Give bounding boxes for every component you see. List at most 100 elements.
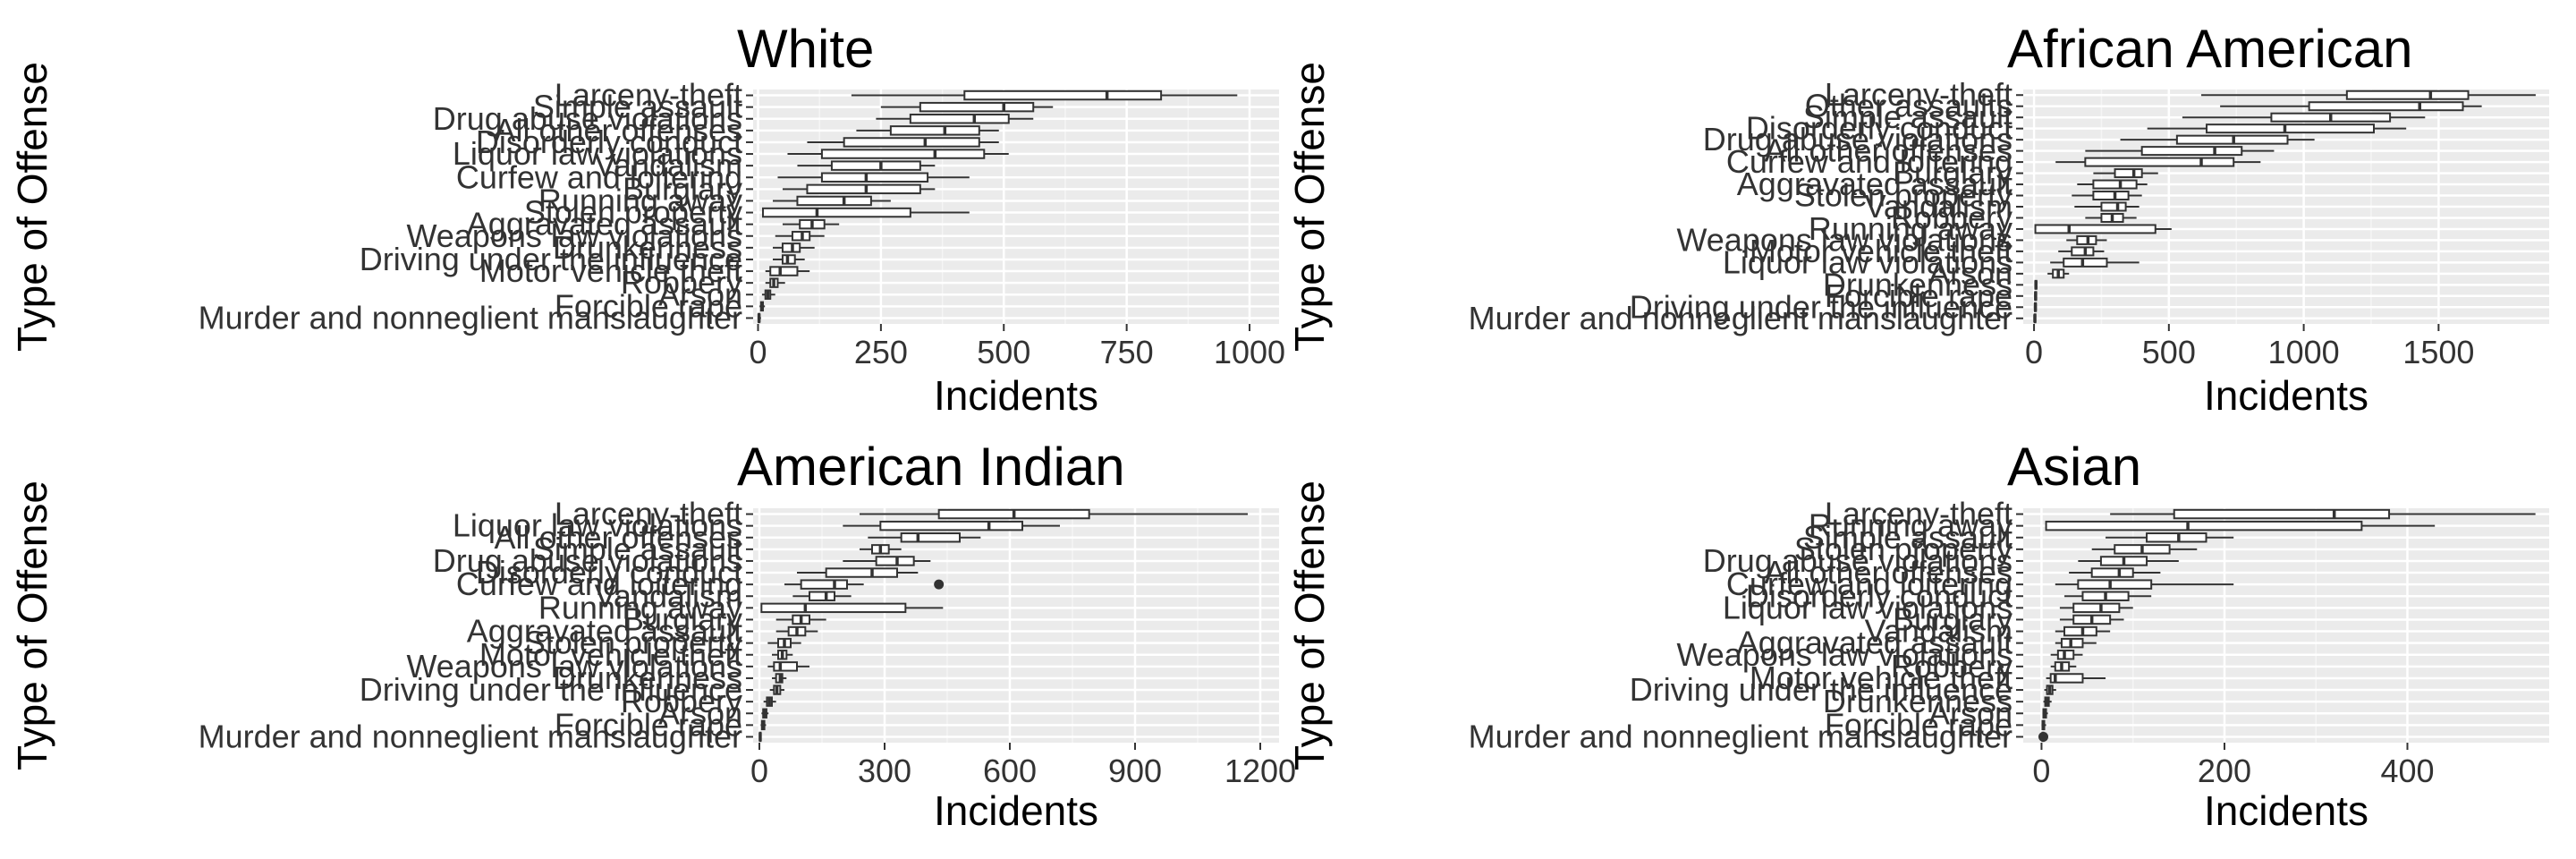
box: [2045, 520, 2363, 532]
box: [2090, 567, 2134, 578]
x-tick-label: 500: [2142, 334, 2196, 370]
y-axis-title: Type of Offense: [9, 62, 55, 352]
y-tick-label: Simple assault: [533, 89, 742, 125]
y-tick-label: Drunkenness: [553, 659, 742, 696]
y-tick-label: Driving under the influence: [1630, 288, 2012, 325]
y-tick-label: Drug abuse violations: [433, 542, 742, 579]
y-tick-label: Disorderly conduct: [476, 123, 742, 160]
box: [875, 556, 915, 566]
y-tick-label: Motor vehicle theft: [1750, 233, 2012, 269]
panel-title: African American: [2007, 19, 2413, 79]
x-axis-title: Incidents: [2204, 787, 2368, 834]
box: [2140, 146, 2243, 157]
y-tick-label: Forcible rape: [1825, 706, 2012, 743]
y-tick-label: Aggravated assault: [467, 206, 742, 242]
y-tick-label: Weapons law violations: [1676, 221, 2012, 258]
box: [2100, 201, 2127, 212]
y-axis-title: Type of Offense: [9, 481, 55, 770]
box: [2092, 179, 2138, 190]
box: [769, 266, 799, 276]
box: [800, 579, 849, 590]
y-tick-label: Murder and nonneglient manslaughter: [1469, 300, 2012, 336]
y-tick-label: All other offenses: [494, 519, 742, 556]
box: [809, 591, 835, 601]
y-tick-label: Murder and nonneglient manslaughter: [199, 718, 742, 754]
y-tick-label: Drunkenness: [1823, 266, 2012, 302]
y-tick-label: Stolen property: [524, 194, 742, 231]
y-tick-label: Vandalism: [595, 147, 742, 183]
y-tick-label: Driving under the influence: [1630, 671, 2012, 708]
box: [2084, 157, 2235, 167]
panel-title: White: [737, 19, 874, 79]
box: [879, 520, 1023, 532]
y-tick-label: Burglary: [1893, 155, 2012, 191]
y-tick-label: Drug abuse violations: [1703, 542, 2012, 579]
box: [2049, 673, 2084, 684]
y-tick-label: Forcible rape: [555, 287, 742, 324]
y-tick-label: Aggravated assault: [467, 613, 742, 650]
y-tick-label: Drunkenness: [553, 229, 742, 266]
y-tick-label: Liquor law violations: [1723, 589, 2012, 625]
y-tick-label: Arson: [658, 276, 742, 312]
x-axis-title: Incidents: [934, 372, 1098, 419]
x-axis-title: Incidents: [934, 787, 1098, 834]
y-tick-label: Stolen property: [1794, 177, 2012, 214]
box: [2308, 101, 2464, 112]
y-tick-label: Disorderly conduct: [1746, 577, 2012, 614]
box: [820, 172, 929, 183]
y-tick-label: Driving under the influence: [360, 671, 742, 708]
x-tick-label: 250: [854, 334, 908, 370]
y-tick-label: All other offenses: [1764, 554, 2012, 591]
y-tick-label: Aggravated assault: [1737, 166, 2012, 202]
box: [2173, 508, 2391, 520]
box: [830, 160, 921, 171]
x-tick-label: 0: [2025, 334, 2043, 370]
y-tick-label: Aggravated assault: [1737, 625, 2012, 661]
box: [900, 532, 962, 543]
outlier-point: [2038, 731, 2048, 742]
y-tick-label: Motor vehicle theft: [479, 636, 742, 673]
y-tick-label: Robbery: [1891, 648, 2012, 685]
box: [2146, 532, 2207, 543]
y-tick-label: Robbery: [1891, 199, 2012, 235]
y-tick-label: Motor vehicle theft: [479, 252, 742, 289]
y-tick-label: Weapons law violations: [406, 217, 742, 254]
y-tick-label: Larceny-theft: [1825, 496, 2012, 532]
y-tick-label: Liquor law violations: [1723, 243, 2012, 280]
x-tick-label: 0: [2032, 753, 2050, 789]
box: [909, 114, 1010, 124]
y-tick-label: Burglary: [623, 600, 742, 637]
x-tick-label: 1500: [2402, 334, 2474, 370]
y-tick-label: Arson: [1928, 694, 2012, 731]
y-tick-label: Running away: [1809, 210, 2012, 247]
panel-title: Asian: [2007, 437, 2141, 497]
y-tick-label: Curfew and loitering: [456, 566, 742, 602]
box: [963, 89, 1163, 101]
y-tick-label: Stolen property: [524, 625, 742, 661]
y-tick-label: Larceny-theft: [555, 77, 742, 114]
y-tick-label: Weapons law violations: [1676, 636, 2012, 673]
y-tick-label: Weapons law violations: [406, 648, 742, 685]
box: [2114, 168, 2143, 179]
x-tick-label: 0: [749, 334, 767, 370]
y-tick-label: Running away: [538, 182, 742, 218]
panel-background: [2023, 508, 2549, 743]
y-tick-label: Curfew and loitering: [1726, 143, 2012, 180]
y-tick-label: Arson: [658, 694, 742, 731]
box: [796, 195, 872, 207]
box: [2092, 191, 2130, 201]
y-tick-label: Drunkenness: [1823, 683, 2012, 719]
panel-background: [753, 508, 1279, 743]
y-tick-label: Disorderly conduct: [476, 554, 742, 591]
x-axis-title: Incidents: [2204, 372, 2368, 419]
y-tick-label: Simple assault: [1803, 519, 2012, 556]
x-tick-label: 600: [983, 753, 1037, 789]
y-tick-label: Running away: [1809, 507, 2012, 544]
y-tick-label: Vandalism: [1865, 188, 2012, 225]
box: [825, 567, 899, 578]
x-tick-label: 1000: [2268, 334, 2340, 370]
box: [2345, 89, 2470, 100]
box: [2206, 123, 2375, 134]
box: [2063, 257, 2108, 268]
